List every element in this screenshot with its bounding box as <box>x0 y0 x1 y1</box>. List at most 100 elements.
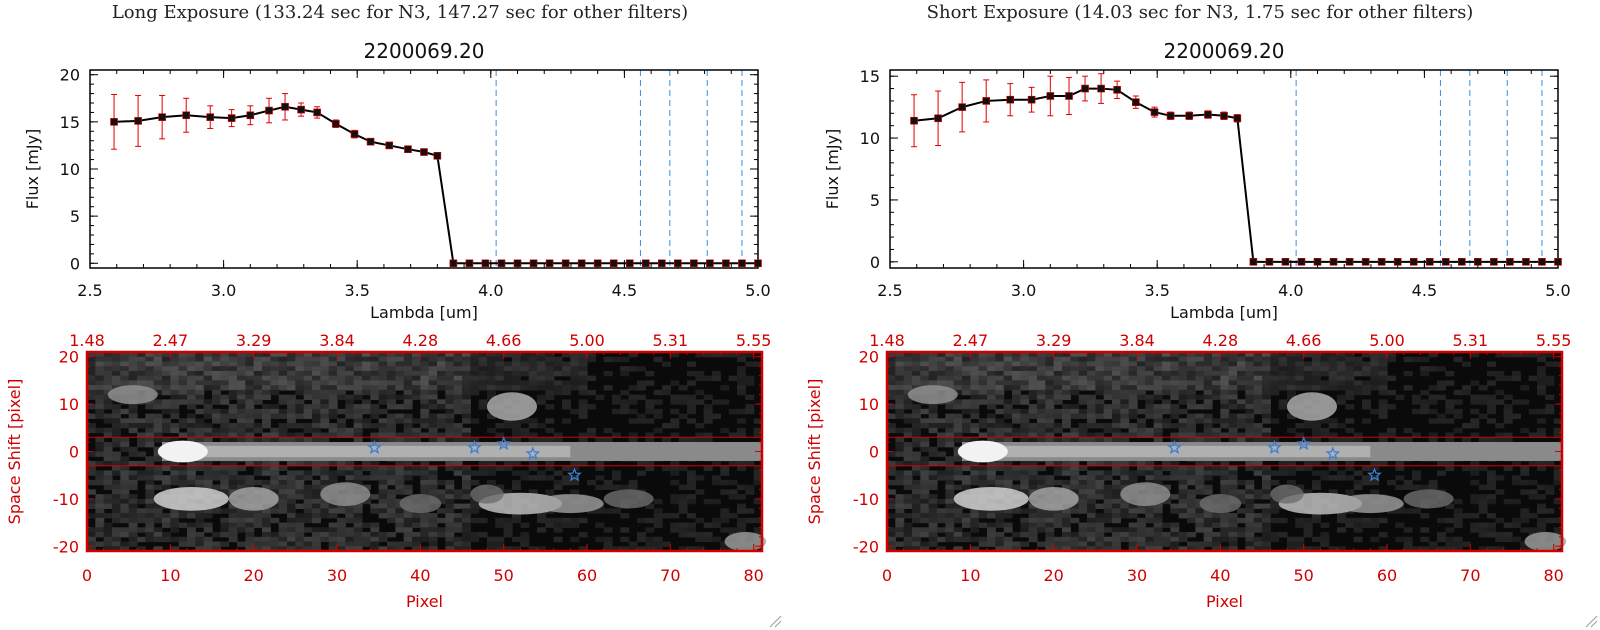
image-cell <box>1295 536 1305 543</box>
image-cell <box>737 427 746 434</box>
image-cell <box>1087 366 1096 372</box>
image-cell <box>1378 404 1388 410</box>
image-cell <box>120 370 130 377</box>
image-cell <box>1053 423 1063 429</box>
image-cell <box>170 389 180 396</box>
image-cell <box>195 408 205 415</box>
image-cell <box>1087 370 1096 377</box>
image-cell <box>670 352 680 358</box>
image-cell <box>1270 352 1280 358</box>
image-cell <box>545 389 555 396</box>
image-cell <box>420 352 430 358</box>
image-cell <box>745 394 755 400</box>
image-cell <box>1220 399 1230 405</box>
image-cell <box>487 479 496 486</box>
image-cell <box>670 418 680 424</box>
image-cell <box>1303 418 1313 424</box>
image-cell <box>512 366 521 372</box>
image-cell <box>603 546 613 552</box>
image-cell <box>995 475 1005 481</box>
image-cell <box>887 366 896 372</box>
image-cell <box>1337 399 1346 405</box>
image-cell <box>1003 375 1013 382</box>
image-cell <box>1312 484 1321 491</box>
image-cell <box>1095 489 1105 495</box>
image-cell <box>395 404 405 410</box>
image-cell <box>670 513 680 519</box>
image-cell <box>203 465 213 472</box>
image-cell <box>912 513 921 519</box>
image-cell <box>153 456 163 462</box>
image-cell <box>953 465 963 472</box>
image-cell <box>1203 427 1213 434</box>
image-cell <box>378 503 388 509</box>
image-cell <box>512 437 521 443</box>
image-cell <box>187 437 196 443</box>
image-cell <box>195 475 205 481</box>
image-cell <box>112 375 121 382</box>
image-cell <box>1120 380 1130 386</box>
image-cell <box>695 437 705 443</box>
image-cell <box>1212 437 1221 443</box>
image-cell <box>462 527 471 533</box>
image-cell <box>337 375 346 382</box>
image-cell <box>245 408 255 415</box>
image-cell <box>1262 366 1271 372</box>
image-cell <box>1103 427 1113 434</box>
image-cell <box>503 517 513 524</box>
image-cell <box>120 484 130 491</box>
image-cell <box>1220 352 1230 358</box>
image-cell <box>1062 536 1071 543</box>
image-cell <box>662 423 671 429</box>
image-cell <box>1253 366 1263 372</box>
image-cell <box>228 503 238 509</box>
image-cell <box>1237 479 1246 486</box>
image-cell <box>312 389 321 396</box>
image-cell <box>720 508 730 514</box>
data-point <box>1425 258 1434 266</box>
image-cell <box>212 541 221 547</box>
image-cell <box>287 517 296 524</box>
image-cell <box>145 423 155 429</box>
image-cell <box>1170 394 1180 400</box>
image-cell <box>1237 380 1246 386</box>
image-cell <box>1503 536 1513 543</box>
image-cell <box>987 479 996 486</box>
image-cell <box>87 479 96 486</box>
image-cell <box>203 408 213 415</box>
image-cell <box>153 470 163 476</box>
image-cell <box>278 399 288 405</box>
image-cell <box>1370 385 1380 391</box>
image-cell <box>470 508 480 514</box>
image-cell <box>712 536 721 543</box>
image-cell <box>428 352 438 358</box>
image-cell <box>1187 361 1196 367</box>
image-cell <box>462 536 471 543</box>
image-cell <box>1120 370 1130 377</box>
image-cell <box>387 366 396 372</box>
image-cell <box>262 413 271 419</box>
image-cell <box>1137 460 1146 467</box>
image-cell <box>170 527 180 533</box>
image-cell <box>1037 370 1046 377</box>
image-cell <box>1445 370 1455 377</box>
image-cell <box>1170 413 1180 419</box>
image-cell <box>1470 380 1480 386</box>
image-cell <box>645 527 655 533</box>
image-cell <box>678 394 688 400</box>
image-cell <box>1103 413 1113 419</box>
image-cell <box>1378 399 1388 405</box>
image-cell <box>562 389 571 396</box>
image-cell <box>1203 437 1213 443</box>
image-cell <box>362 404 371 410</box>
image-cell <box>737 366 746 372</box>
image-cell <box>962 513 971 519</box>
image-cell <box>1120 352 1130 358</box>
image-cell <box>378 356 388 363</box>
image-cell <box>1187 437 1196 443</box>
image-cell <box>445 375 455 382</box>
image-cell <box>1237 399 1246 405</box>
image-cell <box>87 541 96 547</box>
image-cell <box>1478 532 1488 538</box>
image-cell <box>1237 366 1246 372</box>
